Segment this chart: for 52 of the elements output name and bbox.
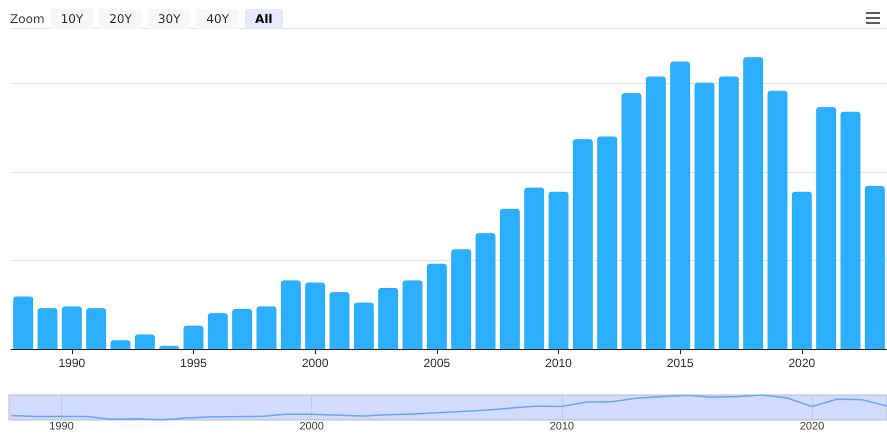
text: 10Y	[50, 9, 94, 29]
bar	[354, 302, 374, 349]
bar	[184, 326, 204, 349]
x-tick-label: 2000	[299, 420, 324, 432]
bar	[718, 76, 739, 349]
x-tick-label: 1990	[58, 356, 86, 370]
bar	[402, 280, 422, 349]
bar	[86, 308, 106, 349]
bar	[548, 192, 568, 349]
bar	[792, 192, 812, 349]
bar	[816, 107, 836, 349]
x-tick-label: 1995	[180, 356, 208, 370]
bar	[110, 340, 130, 349]
bar	[256, 306, 276, 349]
bar	[694, 82, 714, 349]
text: 40Y	[196, 9, 240, 29]
bar	[646, 76, 666, 349]
text: All	[245, 9, 283, 29]
bar	[476, 233, 496, 349]
bar	[597, 136, 618, 349]
bar	[134, 334, 155, 349]
x-tick-label: 2000	[302, 356, 329, 370]
bar	[305, 282, 326, 349]
x-tick-label: 2015	[666, 356, 694, 370]
bar	[330, 292, 350, 349]
bar	[743, 57, 764, 349]
bar	[864, 186, 885, 349]
bar	[768, 90, 788, 349]
x-tick-label: 2005	[423, 356, 451, 370]
x-tick-label: 2010	[550, 420, 574, 432]
text: 20Y	[99, 9, 142, 29]
x-tick-label: 1990	[49, 420, 74, 432]
bar	[572, 139, 593, 349]
bar	[208, 313, 228, 349]
bar	[38, 308, 58, 349]
x-tick-label: 2020	[788, 356, 816, 370]
bar	[378, 288, 398, 349]
bar	[840, 112, 860, 349]
bar	[426, 264, 447, 349]
bar	[500, 208, 520, 349]
bar	[451, 249, 472, 349]
bar	[232, 309, 252, 349]
bar	[62, 306, 82, 349]
text: 30Y	[148, 9, 190, 29]
bar	[13, 296, 34, 349]
x-tick-label: 2020	[800, 420, 824, 432]
bar	[670, 62, 690, 349]
x-tick-label: 2010	[545, 356, 572, 370]
bar	[280, 280, 301, 349]
text: Zoom	[10, 12, 45, 26]
bar	[622, 93, 642, 349]
bar	[524, 188, 544, 349]
